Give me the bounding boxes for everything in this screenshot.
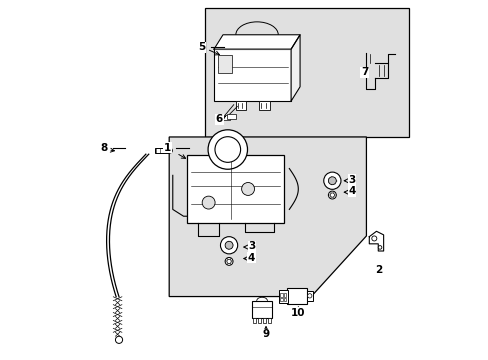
Circle shape: [220, 237, 237, 254]
Circle shape: [202, 196, 215, 209]
Text: 3: 3: [348, 175, 355, 185]
Circle shape: [115, 336, 122, 343]
Bar: [187, 155, 284, 223]
Bar: [286, 288, 306, 305]
Text: 3: 3: [247, 241, 255, 251]
Circle shape: [241, 183, 254, 195]
Circle shape: [207, 130, 247, 169]
Bar: [262, 318, 266, 323]
Text: 6: 6: [215, 114, 223, 124]
Circle shape: [215, 137, 240, 162]
Polygon shape: [214, 35, 300, 49]
Bar: [221, 115, 230, 120]
Bar: [284, 293, 286, 297]
Text: 10: 10: [290, 308, 305, 318]
Bar: [155, 148, 169, 153]
Bar: [235, 101, 246, 110]
Bar: [214, 49, 290, 101]
Text: 4: 4: [347, 186, 355, 197]
Circle shape: [167, 148, 172, 153]
Polygon shape: [290, 35, 300, 101]
Bar: [306, 291, 312, 301]
Bar: [252, 318, 256, 323]
Bar: [258, 101, 269, 110]
Circle shape: [371, 236, 376, 241]
Polygon shape: [169, 137, 366, 297]
Bar: [280, 298, 282, 301]
Circle shape: [226, 259, 231, 264]
Text: 2: 2: [375, 265, 382, 275]
Bar: [267, 318, 271, 323]
Circle shape: [323, 172, 340, 189]
Bar: [204, 8, 408, 137]
Circle shape: [307, 294, 311, 298]
Circle shape: [224, 241, 233, 249]
Text: 4: 4: [247, 253, 255, 263]
Bar: [280, 293, 282, 297]
Bar: [257, 318, 261, 323]
Bar: [284, 298, 286, 301]
Circle shape: [378, 246, 381, 249]
Bar: [217, 55, 231, 72]
Circle shape: [328, 177, 336, 185]
Circle shape: [224, 257, 233, 265]
Circle shape: [328, 191, 336, 199]
Text: 7: 7: [360, 67, 367, 77]
Text: 5: 5: [198, 42, 205, 52]
Polygon shape: [368, 231, 383, 251]
Circle shape: [329, 193, 334, 197]
Text: 9: 9: [262, 329, 269, 339]
Bar: [251, 301, 272, 318]
Bar: [226, 114, 235, 119]
Bar: [278, 290, 287, 303]
Text: 8: 8: [100, 143, 107, 153]
Text: 1: 1: [163, 143, 171, 153]
